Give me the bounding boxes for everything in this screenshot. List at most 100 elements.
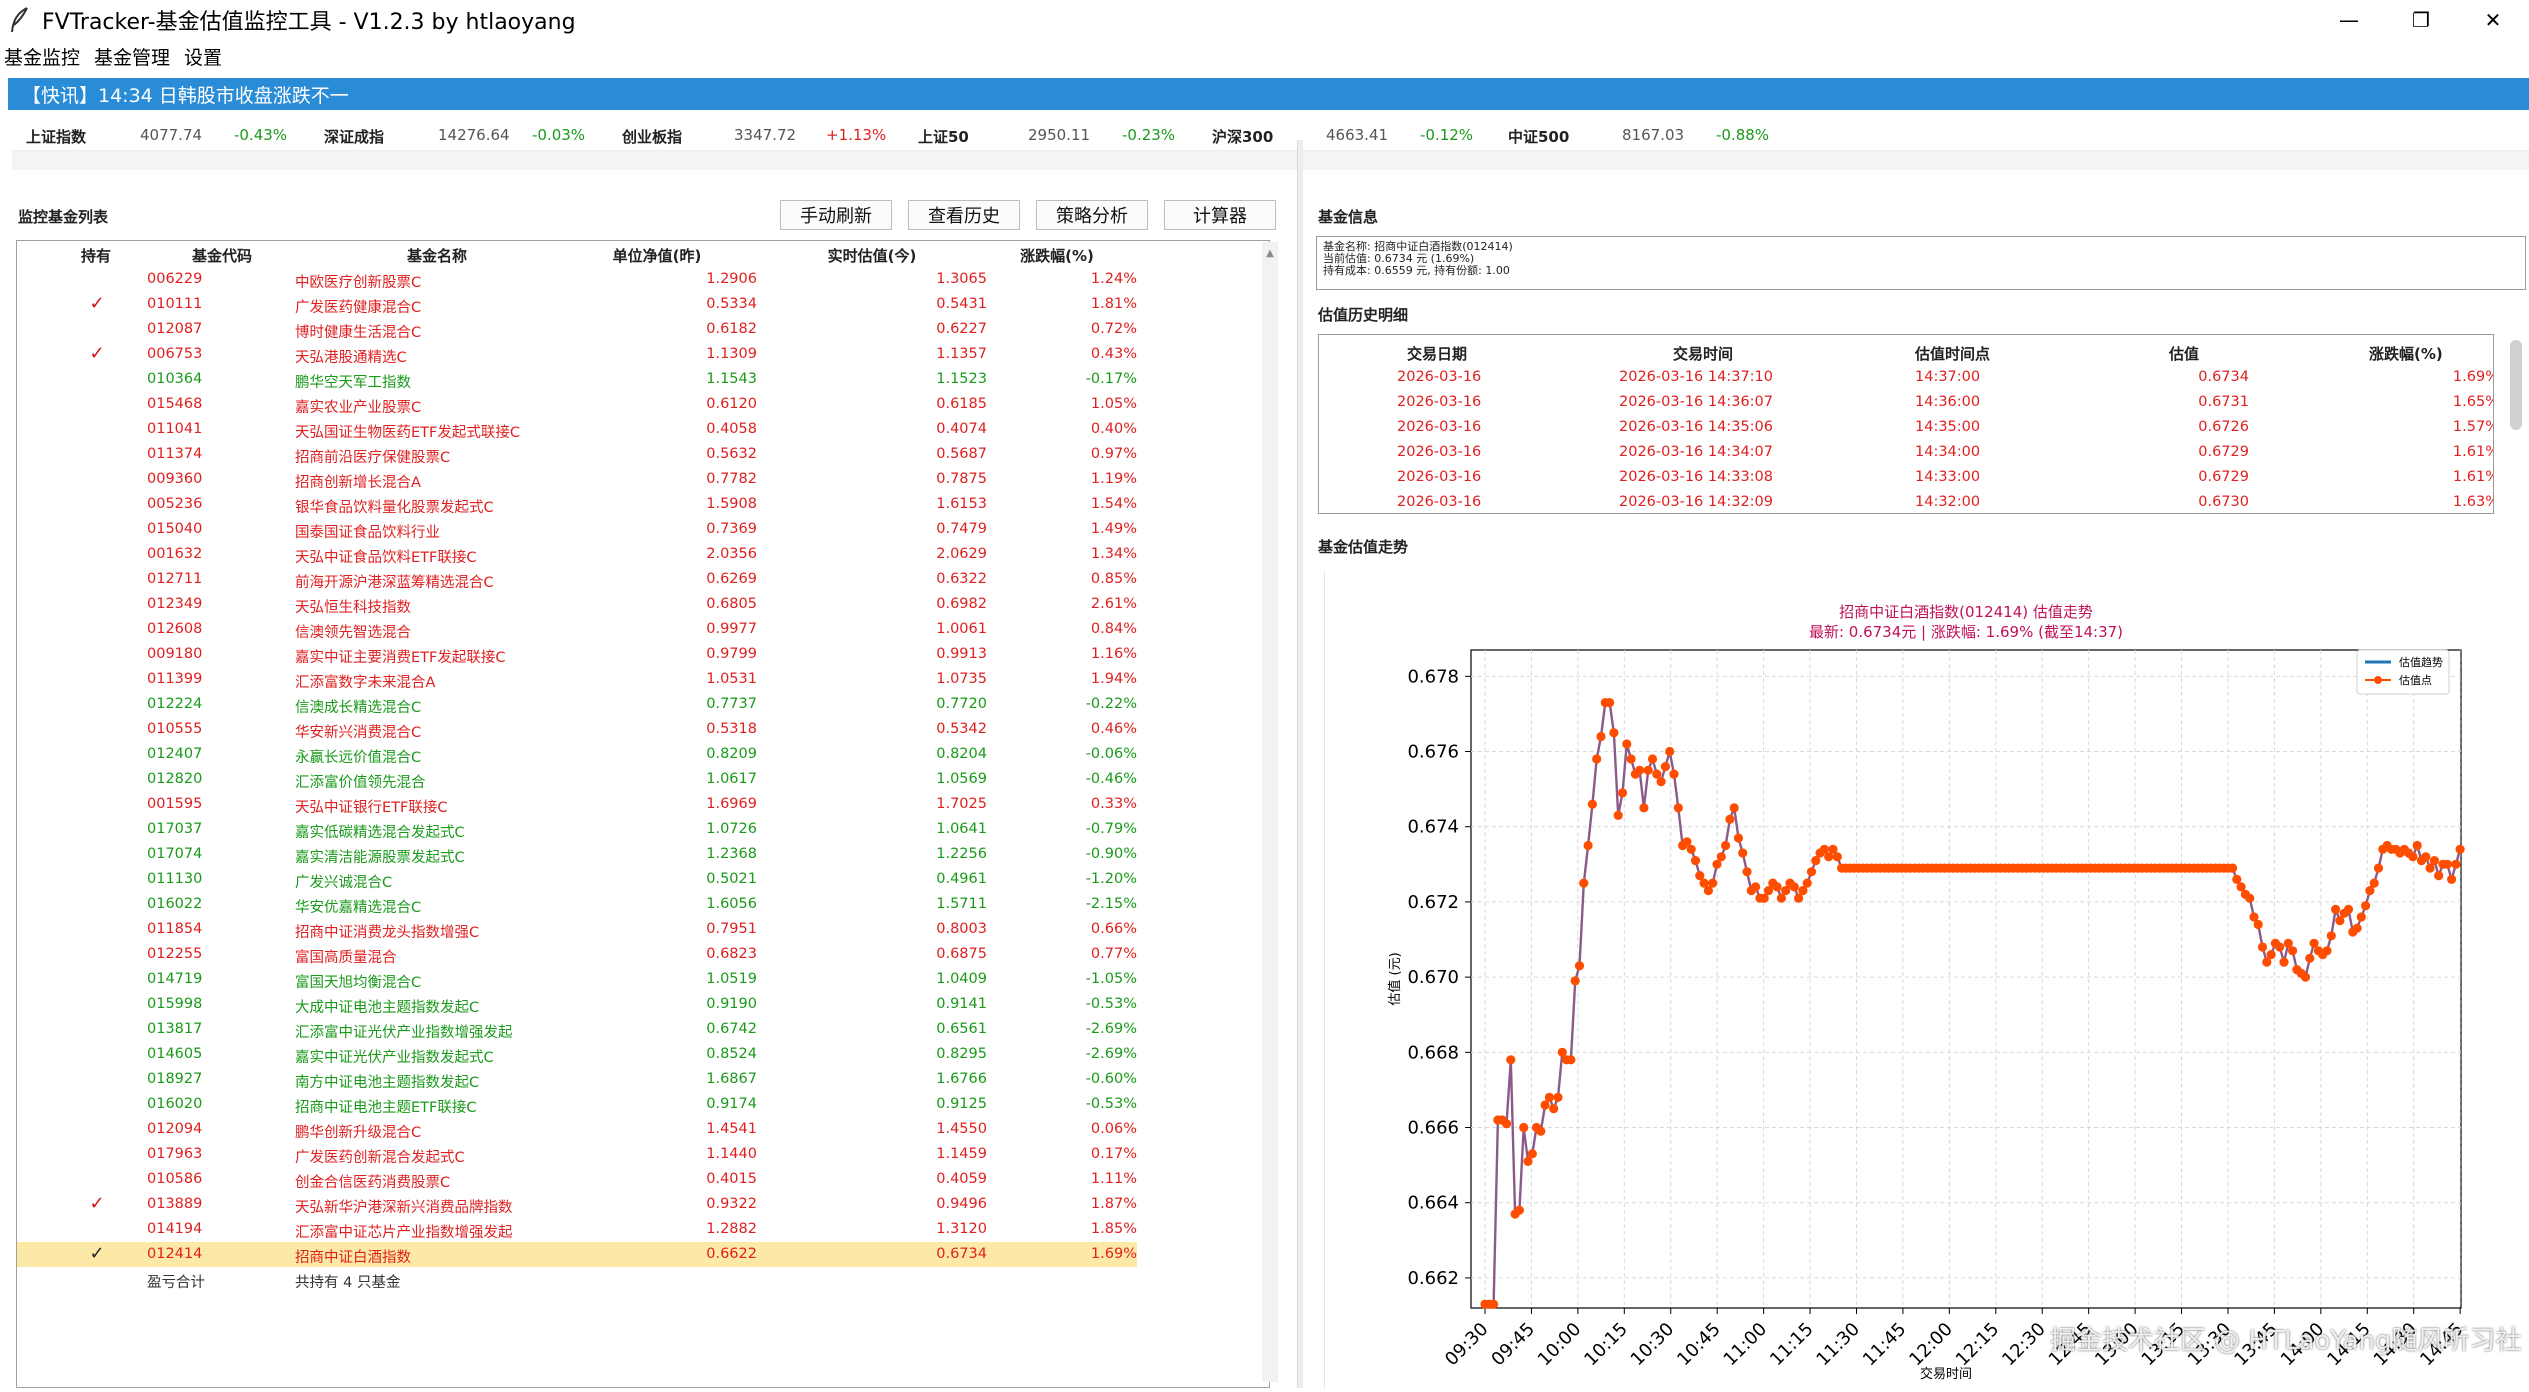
table-row[interactable]: 012094 鹏华创新升级混合C 1.4541 1.4550 0.06%: [17, 1117, 1137, 1142]
table-row[interactable]: 012087 博时健康生活混合C 0.6182 0.6227 0.72%: [17, 317, 1137, 342]
table-row[interactable]: ✓ 010111 广发医药健康混合C 0.5334 0.5431 1.81%: [17, 292, 1137, 317]
table-row[interactable]: 012224 信澳成长精选混合C 0.7737 0.7720 -0.22%: [17, 692, 1137, 717]
history-row[interactable]: 2026-03-16 2026-03-16 14:36:07 14:36:00 0.6…: [1319, 390, 2493, 415]
col-hold[interactable]: 持有: [80, 247, 111, 265]
table-row[interactable]: 001632 天弘中证食品饮料ETF联接C 2.0356 2.0629 1.34%: [17, 542, 1137, 567]
data-point: [1501, 1119, 1512, 1129]
data-point: [1540, 1100, 1550, 1110]
x-tick-label: 12:15: [1952, 1319, 2004, 1371]
pane-splitter[interactable]: [1297, 140, 1303, 1388]
fund-name: 招商创新增长混合A: [295, 475, 421, 491]
history-cell: 14:34:00: [1915, 444, 1981, 460]
fund-change: 1.19%: [1090, 471, 1137, 487]
table-row[interactable]: 015040 国泰国证食品饮料行业 0.7369 0.7479 1.49%: [17, 517, 1137, 542]
fund-estimate: 1.7025: [936, 796, 987, 812]
data-point: [2309, 938, 2319, 948]
fund-code: 010111: [147, 296, 203, 312]
hcol-point[interactable]: 估值时间点: [1915, 345, 1991, 363]
index-change: +1.13%: [826, 126, 887, 144]
fund-code: 010555: [147, 721, 203, 737]
data-point: [2408, 852, 2418, 862]
history-row[interactable]: 2026-03-16 2026-03-16 14:32:09 14:32:00 0.6…: [1319, 490, 2493, 513]
fund-table-scrollbar[interactable]: ▲: [1262, 242, 1278, 1382]
table-row[interactable]: 015468 嘉实农业产业股票C 0.6120 0.6185 1.05%: [17, 392, 1137, 417]
table-row[interactable]: 017074 嘉实清洁能源股票发起式C 1.2368 1.2256 -0.90%: [17, 842, 1137, 867]
table-row[interactable]: 009360 招商创新增长混合A 0.7782 0.7875 1.19%: [17, 467, 1137, 492]
col-name[interactable]: 基金名称: [406, 247, 467, 265]
table-row[interactable]: 017963 广发医药创新混合发起式C 1.1440 1.1459 0.17%: [17, 1142, 1137, 1167]
table-row[interactable]: 001595 天弘中证银行ETF联接C 1.6969 1.7025 0.33%: [17, 792, 1137, 817]
col-estimate[interactable]: 实时估值(今): [827, 247, 917, 265]
table-row[interactable]: 011374 招商前沿医疗保健股票C 0.5632 0.5687 0.97%: [17, 442, 1137, 467]
table-row[interactable]: 011041 天弘国证生物医药ETF发起式联接C 0.4058 0.4074 0.40%: [17, 417, 1137, 442]
data-point: [2434, 871, 2444, 881]
menu-fund-monitor[interactable]: 基金监控: [4, 46, 81, 69]
history-button[interactable]: 查看历史: [908, 200, 1020, 230]
col-change[interactable]: 涨跌幅(%): [1020, 247, 1094, 265]
menu-settings[interactable]: 设置: [184, 46, 223, 69]
restore-button[interactable]: ❐: [2412, 8, 2430, 32]
index-value: 14276.64: [438, 126, 510, 144]
table-row[interactable]: 010586 创金合信医药消费股票C 0.4015 0.4059 1.11%: [17, 1167, 1137, 1192]
table-row[interactable]: 011854 招商中证消费龙头指数增强C 0.7951 0.8003 0.66%: [17, 917, 1137, 942]
hcol-time[interactable]: 交易时间: [1673, 345, 1734, 363]
table-row[interactable]: 017037 嘉实低碳精选混合发起式C 1.0726 1.0641 -0.79%: [17, 817, 1137, 842]
table-row[interactable]: 011399 汇添富数字未来混合A 1.0531 1.0735 1.94%: [17, 667, 1137, 692]
table-row[interactable]: 011130 广发兴诚混合C 0.5021 0.4961 -1.20%: [17, 867, 1137, 892]
minimize-button[interactable]: —: [2339, 8, 2359, 32]
data-point: [1660, 762, 1670, 772]
history-row[interactable]: 2026-03-16 2026-03-16 14:34:07 14:34:00 0.6…: [1319, 440, 2493, 465]
fund-code: 011130: [147, 871, 203, 887]
table-row[interactable]: 016022 华安优嘉精选混合C 1.6056 1.5711 -2.15%: [17, 892, 1137, 917]
table-row[interactable]: 014719 富国天旭均衡混合C 1.0519 1.0409 -1.05%: [17, 967, 1137, 992]
table-row[interactable]: 010555 华安新兴消费混合C 0.5318 0.5342 0.46%: [17, 717, 1137, 742]
fund-code: 009360: [147, 471, 203, 487]
close-button[interactable]: ✕: [2484, 8, 2502, 32]
table-row[interactable]: 009180 嘉实中证主要消费ETF发起联接C 0.9799 0.9913 1.16%: [17, 642, 1137, 667]
table-row[interactable]: 015998 大成中证电池主题指数发起C 0.9190 0.9141 -0.53%: [17, 992, 1137, 1017]
data-point: [1652, 769, 1662, 779]
history-row[interactable]: 2026-03-16 2026-03-16 14:37:10 14:37:00 0.6…: [1319, 365, 2493, 390]
menu-fund-manage[interactable]: 基金管理: [94, 46, 171, 69]
history-scrollbar[interactable]: [2510, 340, 2522, 430]
table-row[interactable]: 018927 南方中证电池主题指数发起C 1.6867 1.6766 -0.60%: [17, 1067, 1137, 1092]
history-row[interactable]: 2026-03-16 2026-03-16 14:35:06 14:35:00 0.6…: [1319, 415, 2493, 440]
calculator-button[interactable]: 计算器: [1164, 200, 1276, 230]
hcol-value[interactable]: 估值: [2169, 345, 2200, 363]
table-row[interactable]: 012349 天弘恒生科技指数 0.6805 0.6982 2.61%: [17, 592, 1137, 617]
history-cell: 2026-03-16: [1397, 469, 1482, 485]
fund-code: 012349: [147, 596, 203, 612]
news-ticker: 【快讯】14:34 日韩股市收盘涨跌不一: [8, 78, 2529, 110]
strategy-button[interactable]: 策略分析: [1036, 200, 1148, 230]
fund-change: 0.77%: [1090, 946, 1137, 962]
col-nav[interactable]: 单位净值(昨): [612, 247, 702, 265]
fund-name: 汇添富价值领先混合: [295, 775, 426, 791]
table-row[interactable]: 013817 汇添富中证光伏产业指数增强发起 0.6742 0.6561 -2.69%: [17, 1017, 1137, 1042]
table-row[interactable]: ✓ 013889 天弘新华沪港深新兴消费品牌指数 0.9322 0.9496 1.87%: [17, 1192, 1137, 1217]
table-row[interactable]: 012820 汇添富价值领先混合 1.0617 1.0569 -0.46%: [17, 767, 1137, 792]
table-row[interactable]: ✓ 012414 招商中证白酒指数 0.6622 0.6734 1.69%: [17, 1242, 1137, 1267]
history-cell: 2026-03-16 14:36:07: [1619, 394, 1773, 410]
table-row[interactable]: 005236 银华食品饮料量化股票发起式C 1.5908 1.6153 1.54%: [17, 492, 1137, 517]
table-row[interactable]: ✓ 006753 天弘港股通精选C 1.1309 1.1357 0.43%: [17, 342, 1137, 367]
fund-change: -0.06%: [1085, 746, 1137, 762]
table-row[interactable]: 010364 鹏华空天军工指数 1.1543 1.1523 -0.17%: [17, 367, 1137, 392]
data-point: [1643, 765, 1653, 775]
col-code[interactable]: 基金代码: [191, 247, 252, 265]
table-row[interactable]: 016020 招商中证电池主题ETF联接C 0.9174 0.9125 -0.53%: [17, 1092, 1137, 1117]
table-row[interactable]: 014194 汇添富中证芯片产业指数增强发起 1.2882 1.3120 1.85%: [17, 1217, 1137, 1242]
market-indices: 上证指数 4077.74 -0.43% 深证成指 14276.64 -0.03%…: [8, 112, 2529, 158]
table-row[interactable]: 012407 永赢长远价值混合C 0.8209 0.8204 -0.06%: [17, 742, 1137, 767]
table-row[interactable]: 006229 中欧医疗创新股票C 1.2906 1.3065 1.24%: [17, 267, 1137, 292]
table-row[interactable]: 014605 嘉实中证光伏产业指数发起式C 0.8524 0.8295 -2.69%: [17, 1042, 1137, 1067]
table-row[interactable]: 012608 信澳领先智选混合 0.9977 1.0061 0.84%: [17, 617, 1137, 642]
scroll-up-icon[interactable]: ▲: [1266, 248, 1274, 259]
table-row[interactable]: 012711 前海开源沪港深蓝筹精选混合C 0.6269 0.6322 0.85%: [17, 567, 1137, 592]
hcol-change[interactable]: 涨跌幅(%): [2369, 345, 2443, 363]
fund-estimate: 1.0735: [936, 671, 987, 687]
fund-name: 招商中证消费龙头指数增强C: [295, 925, 480, 941]
hcol-date[interactable]: 交易日期: [1407, 345, 1468, 363]
table-row[interactable]: 012255 富国高质量混合 0.6823 0.6875 0.77%: [17, 942, 1137, 967]
history-row[interactable]: 2026-03-16 2026-03-16 14:33:08 14:33:00 0.6…: [1319, 465, 2493, 490]
refresh-button[interactable]: 手动刷新: [780, 200, 892, 230]
